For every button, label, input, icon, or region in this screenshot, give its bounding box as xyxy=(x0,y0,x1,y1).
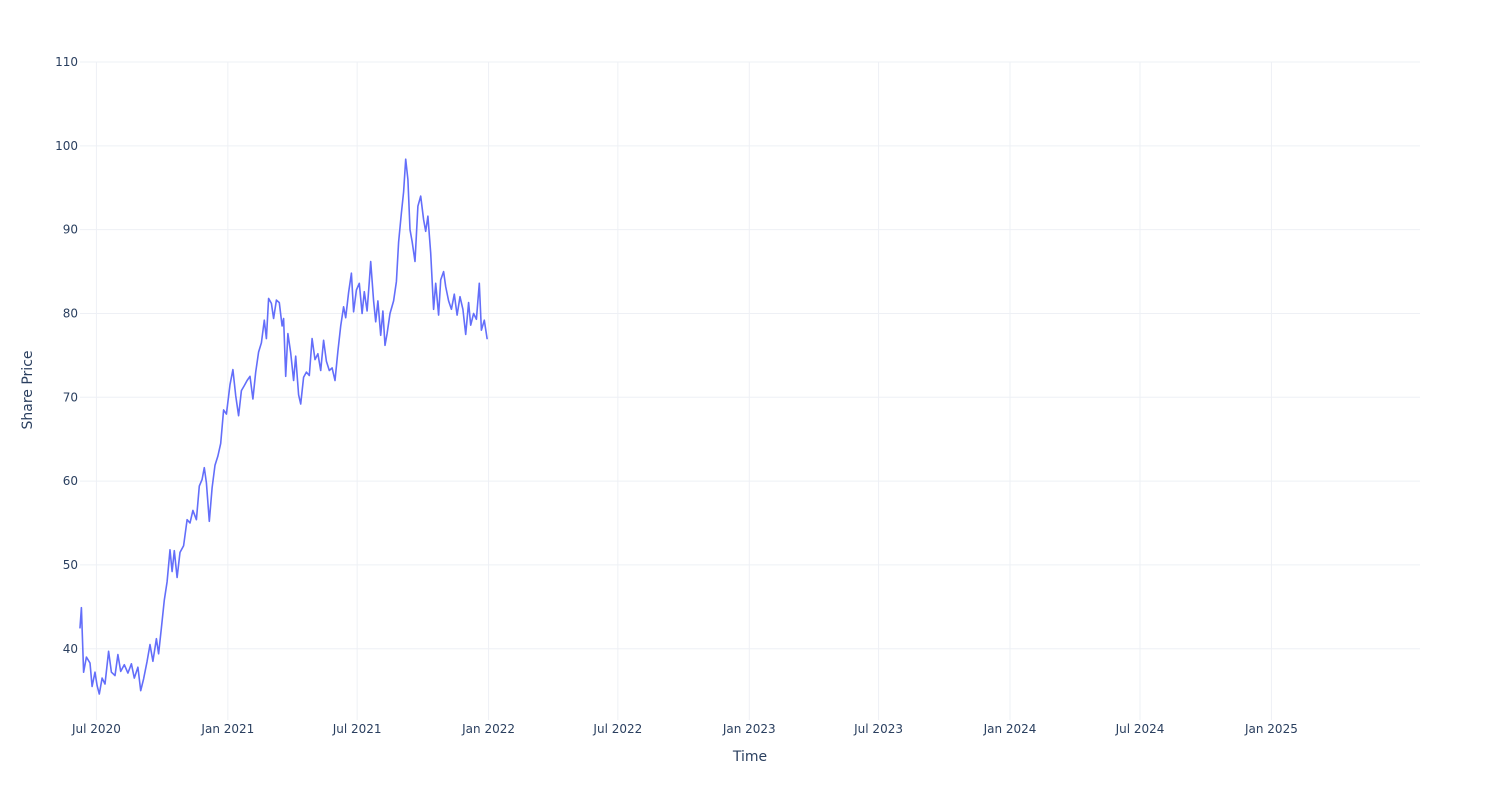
x-tick-label: Jan 2023 xyxy=(722,722,776,736)
y-tick-label: 50 xyxy=(63,558,78,572)
x-tick-label: Jan 2025 xyxy=(1244,722,1298,736)
y-tick-label: 110 xyxy=(55,55,78,69)
x-axis-title: Time xyxy=(732,749,767,765)
series-layer xyxy=(79,158,488,695)
y-axis-ticks: 40 50 60 70 80 90 100 110 xyxy=(55,55,78,656)
x-tick-label: Jul 2024 xyxy=(1115,722,1165,736)
y-tick-label: 40 xyxy=(63,642,78,656)
gridlines xyxy=(80,61,1420,720)
y-tick-label: 90 xyxy=(63,223,78,237)
x-axis-ticks: Jul 2020 Jan 2021 Jul 2021 Jan 2022 Jul 2022… xyxy=(71,722,1298,736)
x-tick-label: Jul 2022 xyxy=(592,722,642,736)
x-tick-label: Jul 2023 xyxy=(853,722,903,736)
x-tick-label: Jul 2021 xyxy=(332,722,382,736)
x-tick-label: Jan 2024 xyxy=(983,722,1037,736)
y-tick-label: 70 xyxy=(63,390,78,404)
x-tick-label: Jul 2020 xyxy=(71,722,121,736)
y-tick-label: 80 xyxy=(63,306,78,320)
y-axis-title: Share Price xyxy=(20,350,36,429)
x-tick-label: Jan 2022 xyxy=(461,722,515,736)
y-tick-label: 100 xyxy=(55,139,78,153)
y-tick-label: 60 xyxy=(63,474,78,488)
series-line xyxy=(79,158,488,695)
x-tick-label: Jan 2021 xyxy=(200,722,254,736)
